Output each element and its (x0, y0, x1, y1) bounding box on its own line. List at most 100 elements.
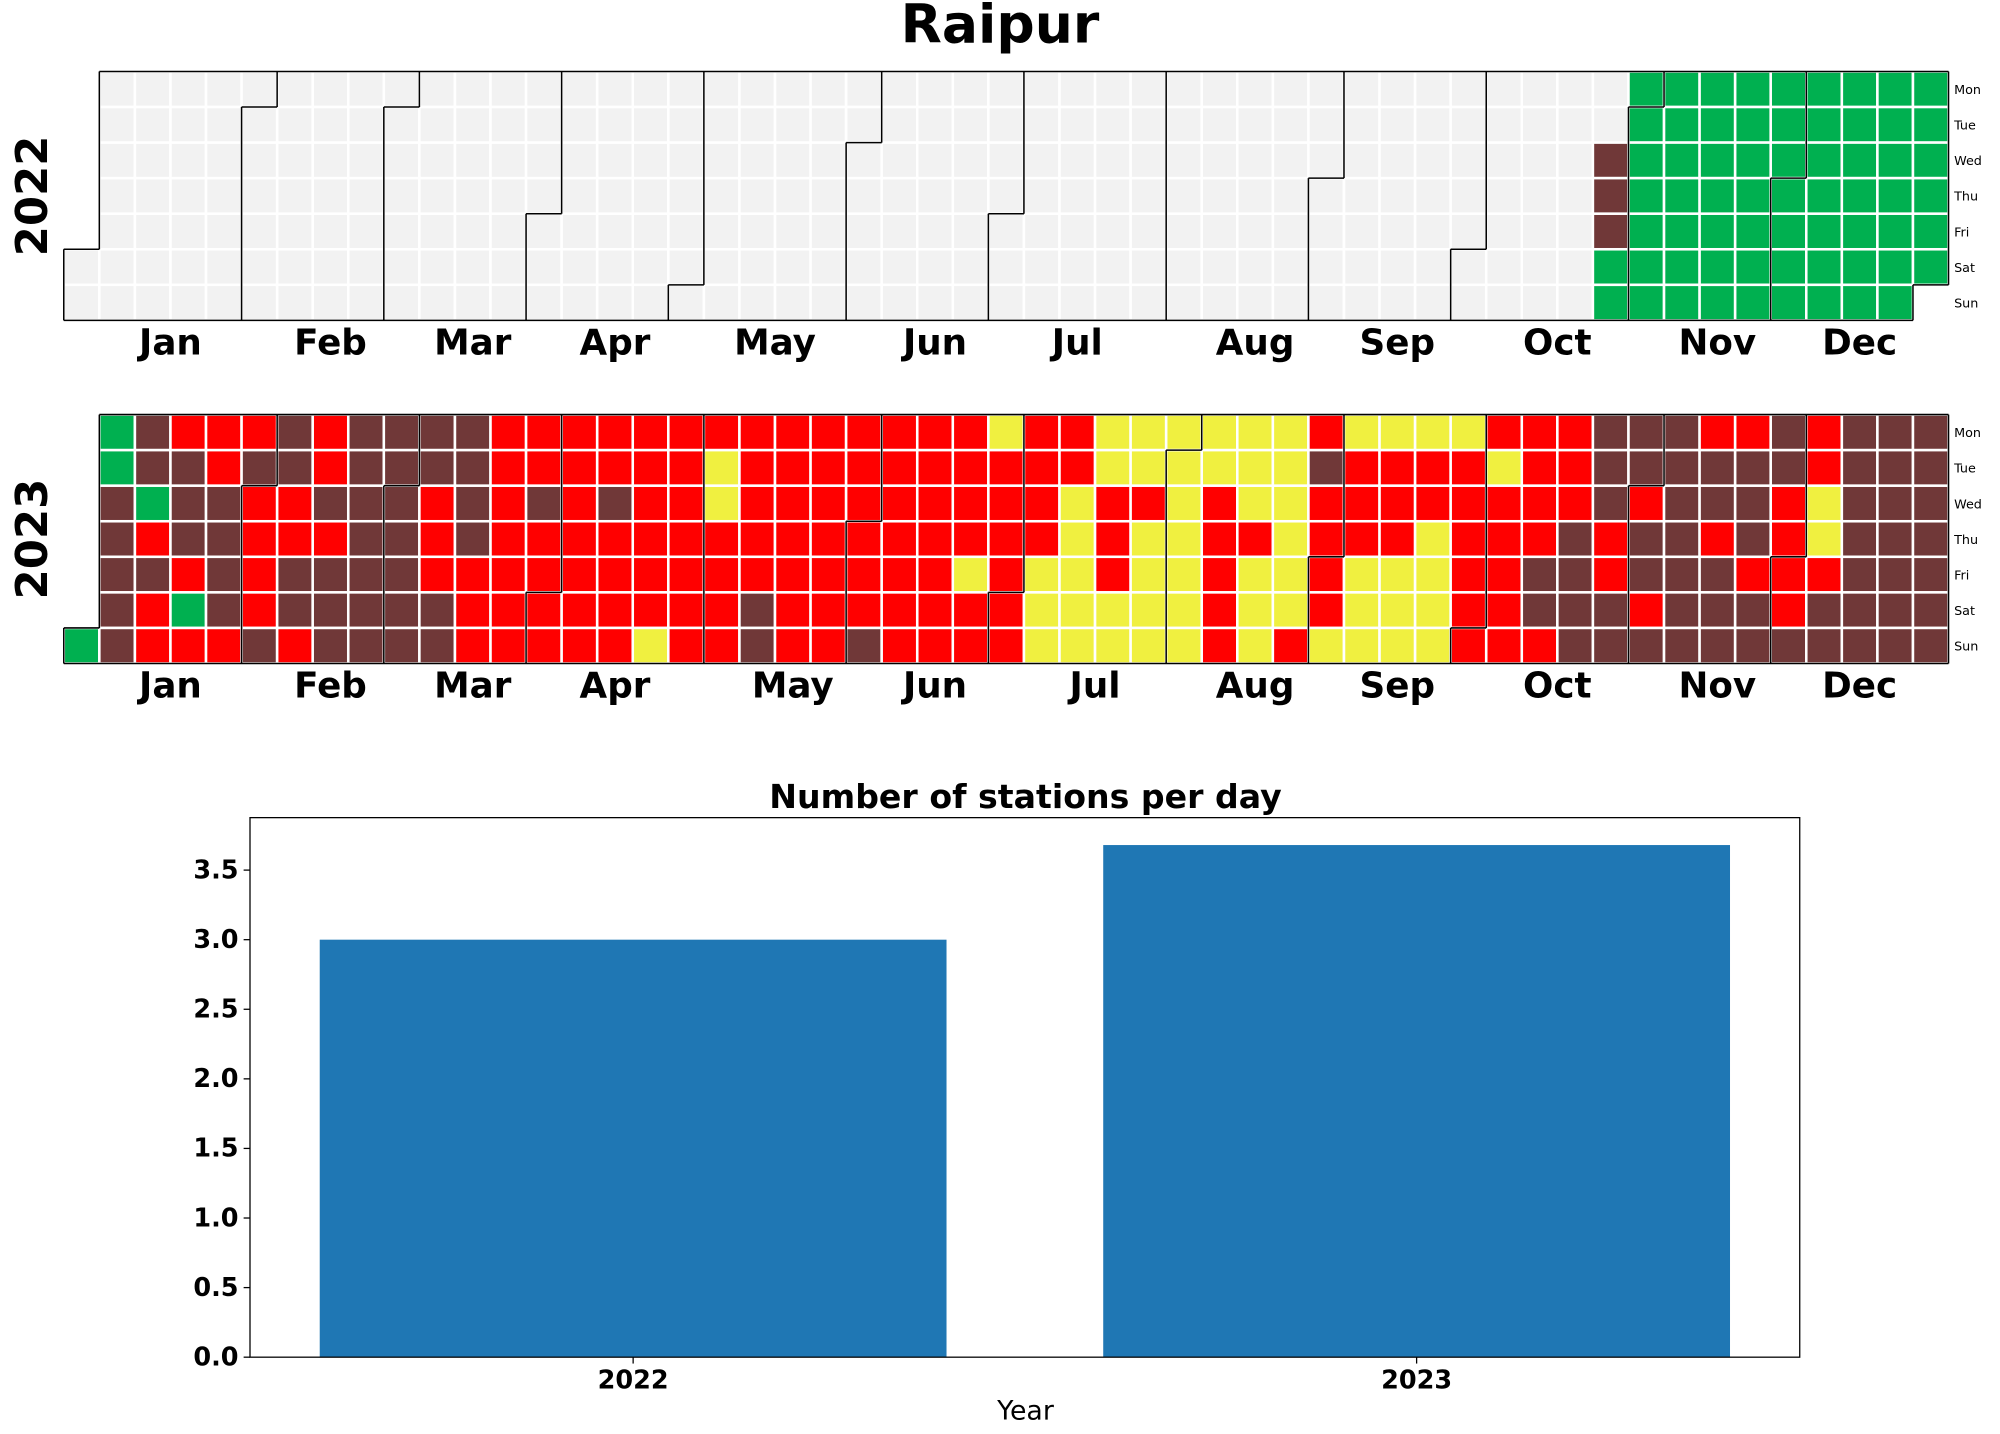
day-cell (1342, 413, 1381, 452)
day-cell (489, 176, 528, 215)
day-cell (1093, 212, 1132, 251)
day-cell (1627, 484, 1666, 523)
day-cell (702, 413, 741, 452)
day-cell (240, 626, 279, 665)
day-cell (1662, 626, 1701, 665)
day-cell (1413, 212, 1452, 251)
day-cell (844, 413, 883, 452)
day-cell (1413, 484, 1452, 523)
day-cell (418, 176, 457, 215)
day-cell (1804, 519, 1844, 559)
day-cell (631, 555, 670, 594)
day-cell (702, 448, 741, 487)
day-cell (951, 283, 990, 322)
day-cell (346, 141, 386, 180)
day-cell (809, 555, 848, 594)
day-cell (702, 555, 741, 594)
day-cell (1484, 413, 1524, 452)
day-cell (311, 105, 350, 144)
day-cell (844, 448, 883, 487)
day-cell (880, 591, 919, 630)
day-cell (667, 555, 706, 594)
day-cell (346, 247, 386, 287)
day-cell (1058, 283, 1097, 322)
day-cell (738, 70, 777, 109)
y-tick-label: 3.0 (193, 925, 238, 955)
day-cell (1164, 176, 1204, 215)
day-cell (1769, 448, 1808, 487)
day-cell (1840, 247, 1879, 287)
day-cell (702, 212, 741, 251)
month-label: Dec (1822, 323, 1897, 364)
day-cell (1164, 70, 1204, 109)
weekday-label: Tue (1953, 462, 1976, 477)
day-cell (1627, 519, 1666, 559)
day-cell (560, 626, 599, 665)
day-cell (1911, 105, 1950, 144)
day-cell (1591, 247, 1630, 287)
day-cell (1413, 141, 1452, 180)
day-cell (1911, 591, 1950, 630)
y-tick-label: 0.0 (193, 1342, 238, 1372)
day-cell (1733, 555, 1772, 594)
day-cell (240, 105, 279, 144)
day-cell (1236, 484, 1275, 523)
day-cell (240, 413, 279, 452)
day-cell (1769, 283, 1808, 322)
day-cell (987, 484, 1026, 523)
day-cell (1164, 283, 1204, 322)
day-cell (1662, 519, 1701, 559)
day-cell (1556, 591, 1595, 630)
day-cell (1591, 448, 1630, 487)
day-cell (1876, 212, 1915, 251)
month-label: Jun (901, 666, 967, 707)
day-cell (1342, 519, 1381, 559)
day-cell (1164, 484, 1204, 523)
day-cell (1342, 70, 1381, 109)
day-cell (311, 519, 350, 559)
day-cell (702, 105, 741, 144)
day-cell (1911, 247, 1950, 287)
day-cell (1698, 484, 1737, 523)
day-cell (1769, 484, 1808, 523)
day-cell (667, 626, 706, 665)
day-cell (1058, 105, 1097, 144)
day-cell (773, 283, 812, 322)
day-cell (1627, 176, 1666, 215)
day-cell (1200, 70, 1239, 109)
day-cell (524, 247, 563, 287)
day-cell (1413, 176, 1452, 215)
month-label: Jul (1068, 666, 1121, 707)
day-cell (1378, 70, 1417, 109)
month-label: Nov (1679, 666, 1757, 707)
day-cell (1662, 591, 1701, 630)
day-cell (1876, 555, 1915, 594)
day-cell (169, 105, 208, 144)
day-cell (1627, 413, 1666, 452)
day-cell (595, 70, 635, 109)
day-cell (382, 555, 421, 594)
day-cell (1236, 247, 1275, 287)
day-cell (1058, 212, 1097, 251)
day-cell (1378, 105, 1417, 144)
month-label: Dec (1822, 666, 1897, 707)
day-cell (1378, 626, 1417, 665)
day-cell (1022, 448, 1061, 487)
day-cell (1271, 141, 1310, 180)
x-tick-label: 2023 (1381, 1365, 1452, 1395)
day-cell (595, 141, 635, 180)
weekday-label: Sun (1954, 640, 1978, 655)
day-cell (133, 176, 172, 215)
day-cell (1591, 484, 1630, 523)
day-cell (1769, 212, 1808, 251)
day-cell (98, 484, 137, 523)
month-label: Sep (1360, 666, 1436, 707)
day-cell (1698, 519, 1737, 559)
month-label: Feb (294, 666, 367, 707)
day-cell (1484, 176, 1524, 215)
day-cell (1022, 247, 1061, 287)
day-cell (738, 283, 777, 322)
day-cell (1236, 448, 1275, 487)
day-cell (1200, 519, 1239, 559)
day-cell (1876, 105, 1915, 144)
